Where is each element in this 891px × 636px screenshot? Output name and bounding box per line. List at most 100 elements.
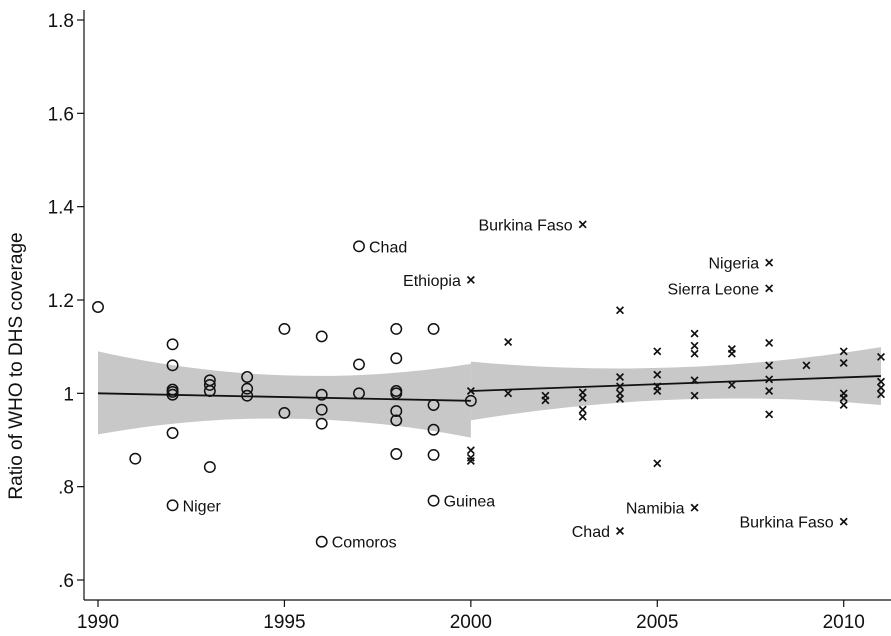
point-label: Nigeria (708, 256, 759, 273)
cross-point (690, 341, 699, 350)
y-ticks: .6 .8 1 1.2 1.4 1.6 1.8 (48, 11, 84, 592)
circle-point (166, 427, 179, 439)
cross-point (466, 275, 475, 284)
cross-point (765, 258, 774, 267)
circle-point (203, 385, 216, 397)
fit-line-2 (470, 375, 882, 392)
point-label: Guinea (444, 494, 496, 511)
circle-point (241, 389, 254, 402)
circle-point (390, 448, 403, 460)
data-points (92, 220, 886, 548)
circle-point (278, 322, 291, 335)
cross-point (765, 284, 774, 293)
axes (83, 10, 891, 601)
cross-point (765, 338, 774, 347)
circle-point (315, 417, 328, 430)
circle-point (203, 461, 216, 474)
cross-point (839, 517, 848, 526)
circle-point (427, 423, 440, 436)
y-axis-title: Ratio of WHO to DHS coverage (6, 232, 27, 499)
x-tick-label: 1990 (77, 612, 119, 633)
cross-point (690, 503, 699, 512)
point-label: Comoros (332, 535, 397, 552)
cross-point (578, 220, 587, 229)
y-tick-label: 1.2 (48, 291, 74, 312)
cross-point (839, 358, 848, 368)
circle-point (241, 382, 254, 395)
circle-point (353, 358, 365, 371)
circle-point (427, 448, 440, 461)
cross-point (615, 382, 625, 391)
point-label: Sierra Leone (668, 281, 760, 298)
cross-point (653, 347, 662, 356)
cross-point (466, 456, 475, 466)
cross-point (578, 393, 587, 403)
cross-point (466, 386, 475, 396)
cross-point (765, 361, 774, 370)
cross-point (727, 380, 736, 389)
circle-point (390, 405, 403, 418)
cross-point (876, 377, 886, 386)
circle-point (203, 378, 216, 391)
cross-point (690, 329, 699, 338)
circle-point (315, 330, 328, 343)
cross-point (504, 337, 513, 347)
x-tick-label: 1995 (263, 612, 305, 633)
cross-point (578, 405, 587, 414)
point-label: Ethiopia (403, 273, 461, 290)
cross-point (876, 352, 886, 361)
cross-point (727, 349, 736, 358)
circle-point (353, 387, 365, 400)
y-tick-label: 1.4 (48, 198, 75, 219)
cross-point (615, 306, 625, 315)
x-tick-label: 2005 (636, 612, 678, 633)
confidence-band-1 (98, 351, 471, 438)
circle-point (390, 322, 403, 335)
circle-point (166, 388, 179, 401)
point-label: Namibia (626, 501, 685, 518)
cross-point (615, 394, 625, 403)
cross-point (690, 349, 699, 358)
cross-point (653, 370, 662, 379)
point-label: Chad (572, 524, 610, 541)
x-ticks: 1990 1995 2000 2005 2010 (77, 600, 865, 633)
circle-point (390, 414, 403, 427)
circle-point (427, 322, 440, 335)
cross-point (876, 383, 886, 392)
circle-point (464, 394, 477, 407)
cross-point (653, 459, 662, 468)
circle-point (166, 499, 179, 512)
point-label: Burkina Faso (478, 217, 572, 234)
circle-point (353, 240, 365, 253)
fit-lines (97, 375, 882, 402)
cross-point (615, 372, 625, 382)
cross-point (466, 453, 475, 462)
cross-point (504, 389, 513, 398)
cross-point (839, 400, 848, 410)
cross-point (690, 391, 699, 400)
fit-line-1 (97, 392, 471, 402)
point-labels: Chad Niger Comoros Guinea Burkina Faso Ethiop… (183, 217, 834, 551)
x-tick-label: 2000 (450, 612, 492, 633)
cross-point (615, 526, 625, 536)
cross-point (802, 361, 811, 370)
cross-point (765, 386, 774, 396)
circle-point (166, 338, 179, 351)
circle-point (129, 452, 142, 465)
y-tick-label: 1.6 (48, 104, 74, 125)
cross-point (541, 396, 550, 405)
circle-point (315, 535, 328, 548)
cross-point (578, 412, 587, 421)
x-tick-label: 2010 (823, 612, 865, 633)
y-tick-label: .6 (58, 571, 74, 592)
circle-point (315, 388, 328, 401)
circle-point (390, 352, 403, 365)
y-tick-label: 1 (63, 384, 74, 405)
cross-point (765, 410, 774, 419)
circle-point (278, 406, 291, 419)
circle-point (427, 494, 440, 507)
cross-point (876, 390, 886, 399)
cross-point (690, 376, 699, 385)
circle-point (315, 403, 328, 416)
circle-point (241, 371, 254, 383)
